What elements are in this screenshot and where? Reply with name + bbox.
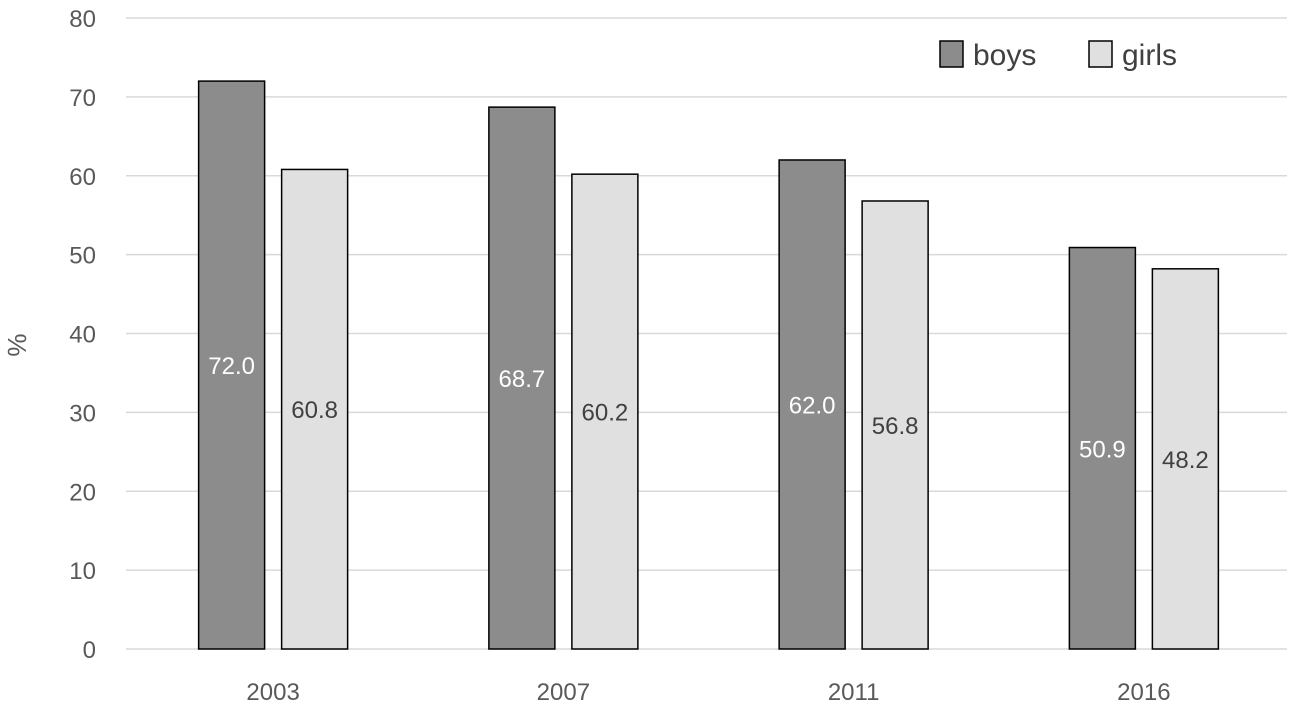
bar-girls-2016 xyxy=(1151,268,1220,650)
y-tick-label-20: 20 xyxy=(69,479,96,506)
data-label-girls-2007: 60.2 xyxy=(582,400,629,427)
y-tick-label-60: 60 xyxy=(69,164,96,191)
data-label-boys-2016: 50.9 xyxy=(1079,436,1126,463)
data-label-girls-2016: 48.2 xyxy=(1162,447,1209,474)
data-labels: 72.0 60.8 68.7 60.2 62.0 56.8 50.9 48.2 xyxy=(208,353,1208,474)
legend-swatch-girls xyxy=(1088,40,1113,68)
legend: boys girls xyxy=(939,39,1177,72)
bar-boys-2003 xyxy=(197,80,266,650)
x-tick-label-2011: 2011 xyxy=(828,679,880,706)
bar-girls-2011 xyxy=(861,200,929,650)
y-tick-label-40: 40 xyxy=(69,322,96,349)
y-axis-ticks: 0 10 20 30 40 50 60 70 80 xyxy=(69,6,96,664)
y-tick-label-70: 70 xyxy=(69,85,96,112)
x-tick-label-2003: 2003 xyxy=(246,679,299,706)
legend-label-boys: boys xyxy=(973,39,1036,72)
bars xyxy=(197,80,1220,650)
y-tick-label-50: 50 xyxy=(69,243,96,270)
data-label-girls-2011: 56.8 xyxy=(872,413,919,440)
bar-girls-2007 xyxy=(571,173,639,650)
x-tick-label-2007: 2007 xyxy=(537,679,590,706)
x-axis-ticks: 2003 2007 2011 2016 xyxy=(246,679,1170,706)
y-tick-label-30: 30 xyxy=(69,400,96,427)
bar-girls-2003 xyxy=(280,168,349,650)
x-tick-label-2016: 2016 xyxy=(1117,679,1170,706)
data-label-boys-2007: 68.7 xyxy=(499,366,546,393)
bar-boys-2011 xyxy=(778,159,846,650)
bar-boys-2016 xyxy=(1068,246,1137,650)
y-tick-label-80: 80 xyxy=(69,6,96,33)
legend-label-girls: girls xyxy=(1122,39,1177,72)
data-label-boys-2011: 62.0 xyxy=(789,392,836,419)
y-tick-label-10: 10 xyxy=(69,558,96,585)
legend-swatch-boys xyxy=(939,40,964,68)
y-axis-title: % xyxy=(2,333,32,356)
data-label-girls-2003: 60.8 xyxy=(291,397,338,424)
data-label-boys-2003: 72.0 xyxy=(208,353,255,380)
bar-boys-2007 xyxy=(488,106,556,650)
y-tick-label-0: 0 xyxy=(83,637,96,664)
